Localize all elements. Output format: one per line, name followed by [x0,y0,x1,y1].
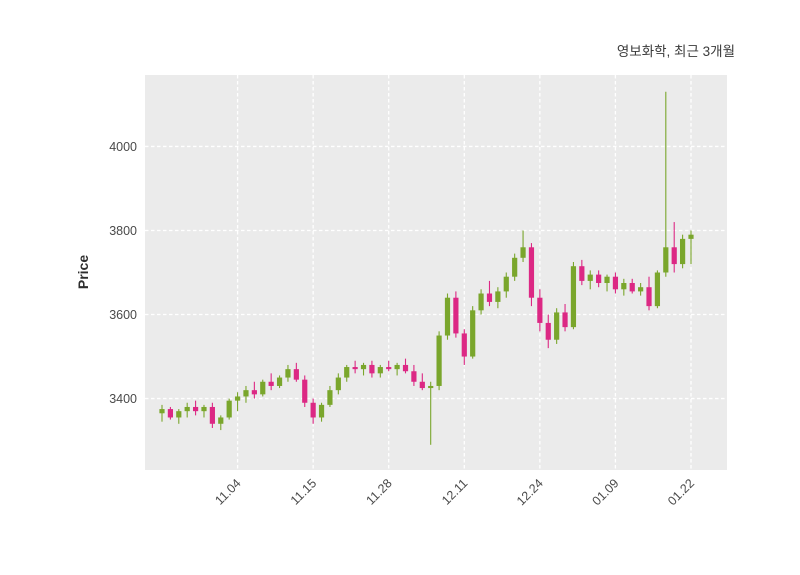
candle-body [554,312,560,340]
candle-body [461,333,467,357]
candle-body [688,234,694,239]
candle-body [596,274,602,284]
candle-body [570,266,577,328]
candle-body [377,367,383,374]
candle-body [285,369,291,378]
y-axis-label: Price [75,255,91,289]
candle-body [646,287,652,307]
candle-body [302,379,308,403]
candle-body [604,276,610,284]
y-tick-label: 4000 [109,140,137,154]
candle-body [386,367,392,370]
candle-body [654,272,661,307]
candle-body [167,409,173,418]
candle-body [402,364,409,372]
candle-body [579,266,585,281]
y-tick-label: 3800 [109,224,137,238]
candle-body [545,322,551,340]
candle-body [209,406,215,424]
candle-body [234,396,241,401]
x-tick-label: 12.24 [514,476,546,508]
candle-body [243,390,249,397]
candle-body [327,390,333,405]
candle-body [587,274,593,281]
candle-body [360,364,367,370]
candle-body [268,381,274,386]
candle-body [310,402,316,418]
candle-body [671,247,677,265]
candle-body [520,247,526,258]
candle-body [621,283,627,290]
candle-body [663,247,669,273]
candle-body [495,291,501,302]
candle-body [369,364,375,374]
plot-area [145,75,727,470]
candle-body [436,335,442,386]
candle-body [537,297,543,323]
candle-body [335,377,341,391]
candle-body [503,276,509,292]
candle-body [478,293,484,311]
candle-body [419,381,425,389]
candle-body [629,283,635,292]
candle-body [638,287,644,292]
candle-body [528,247,535,298]
x-tick-label: 11.15 [288,476,319,507]
candle-body [192,406,199,412]
candle-body [512,257,518,277]
candle-body [428,385,434,389]
candle-body [444,297,451,336]
candle-body [344,367,350,378]
candle-body [470,310,476,357]
candle-body [276,377,283,386]
y-tick-label: 3600 [109,308,137,322]
y-tick-label: 3400 [109,392,137,406]
candle-body [486,293,493,302]
x-tick-label: 01.09 [590,476,622,508]
candle-body [453,297,459,334]
candle-body [680,238,686,265]
candle-body [218,417,224,424]
x-tick-label: 11.28 [363,476,394,507]
candle-body [411,371,417,382]
candle-body [251,390,257,395]
candle-body [394,364,400,370]
x-tick-label: 11.04 [212,476,243,507]
candle-body [612,276,619,290]
candle-body [318,404,325,418]
candle-body [176,411,182,418]
x-tick-label: 01.22 [665,476,697,508]
x-tick-label: 12.11 [439,476,470,507]
candle-body [562,312,568,328]
candle-body [159,409,165,414]
candle-body [184,406,190,412]
candle-body [260,381,266,395]
candle-body [201,406,207,412]
candle-body [226,400,232,418]
candle-body [352,367,358,370]
candle-body [293,369,299,380]
chart-title: 영보화학, 최근 3개월 [617,44,735,59]
